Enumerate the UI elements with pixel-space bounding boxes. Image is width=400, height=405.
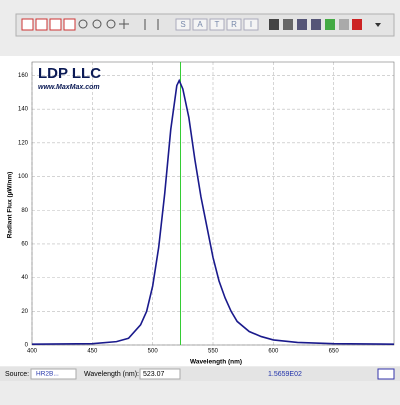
letter-button: [226, 18, 242, 31]
source-value[interactable]: HR2B...: [36, 371, 59, 378]
letter-label: I: [250, 20, 252, 29]
x-tick-label: 550: [208, 349, 219, 355]
website: www.MaxMax.com: [38, 84, 100, 91]
y-tick-label: 60: [21, 242, 28, 248]
icon-markers[interactable]: [144, 19, 159, 30]
icon-zoom-in[interactable]: [78, 19, 88, 29]
chart-panel: [0, 56, 400, 366]
source-select[interactable]: [30, 368, 77, 380]
letter-label: T: [215, 20, 220, 29]
wavelength-value[interactable]: 523.07: [143, 371, 165, 378]
letter-label: S: [180, 20, 185, 29]
y-tick-label: 80: [21, 208, 28, 214]
spectrum-icon[interactable]: [377, 368, 395, 380]
source-label: Source:: [5, 371, 29, 378]
icon-export[interactable]: [311, 19, 321, 30]
x-tick-label: 450: [87, 349, 98, 355]
letter-button: [243, 18, 259, 31]
letter-button: [192, 18, 208, 31]
icon-stop[interactable]: [352, 19, 362, 30]
icon-save[interactable]: [269, 19, 279, 30]
letter-button: [175, 18, 191, 31]
x-axis-label: Wavelength (nm): [190, 359, 242, 366]
icon-cursor[interactable]: [21, 18, 34, 31]
x-tick-label: 600: [268, 349, 279, 355]
icon-zoom-fit[interactable]: [106, 19, 116, 29]
y-axis-label: Radiant Flux (µW/nm): [7, 172, 14, 239]
y-tick-label: 0: [25, 343, 29, 349]
brand: LDP LLC: [38, 65, 101, 82]
wavelength-label: Wavelength (nm):: [84, 371, 139, 378]
icon-copy[interactable]: [297, 19, 307, 30]
toolbar-icons: [21, 18, 381, 31]
icon-pan[interactable]: [119, 19, 129, 29]
y-tick-label: 160: [18, 73, 29, 79]
y-tick-label: 40: [21, 275, 28, 281]
icon-settings[interactable]: [339, 19, 349, 30]
x-tick-label: 650: [329, 349, 340, 355]
wavelength-input[interactable]: [139, 368, 181, 380]
letter-label: R: [231, 20, 237, 29]
plot-frame: [31, 61, 395, 346]
icon-green[interactable]: [325, 19, 335, 30]
icon-zoom-x[interactable]: [63, 18, 76, 31]
icon-zoom-out[interactable]: [92, 19, 102, 29]
y-tick-label: 140: [18, 107, 29, 113]
icon-zoom-box[interactable]: [35, 18, 48, 31]
reading: 1.5659E02: [268, 371, 302, 378]
chart: 0 20 40 60 80 100 120 140 160 400 450 500 550 600 650: [18, 61, 395, 355]
x-tick-label: 500: [148, 349, 159, 355]
letter-label: A: [197, 20, 203, 29]
icon-dropdown[interactable]: [375, 23, 381, 27]
icon-print[interactable]: [283, 19, 293, 30]
spectrum-line: [31, 78, 395, 345]
y-tick-label: 20: [21, 309, 28, 315]
icon-zoom-y[interactable]: [49, 18, 62, 31]
x-tick-label: 400: [27, 349, 38, 355]
y-tick-label: 100: [18, 174, 29, 180]
y-tick-label: 120: [18, 140, 29, 146]
status-bar: [0, 367, 400, 381]
letter-button: [209, 18, 225, 31]
